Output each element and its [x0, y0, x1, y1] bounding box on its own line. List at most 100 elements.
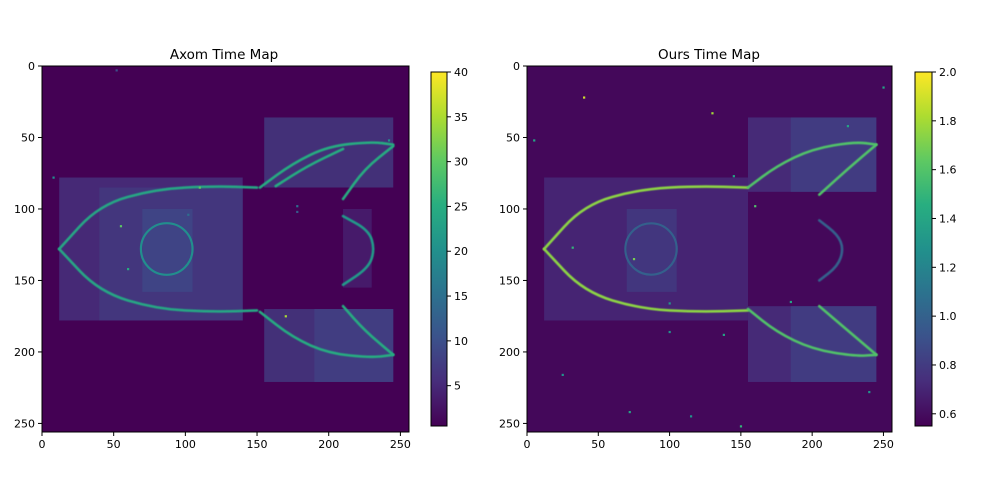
y-tick-label-4: 200 [14, 346, 35, 359]
heatmap-dot-7 [571, 246, 574, 249]
y-tick-label-4: 200 [499, 346, 520, 359]
heatmap-dot-3 [52, 176, 55, 179]
heatmap-dot-16 [846, 125, 850, 128]
x-tick-label-5: 250 [390, 438, 411, 451]
x-tick-label-2: 100 [659, 438, 680, 451]
heatmap-region-0 [264, 117, 394, 188]
heatmap-dot-8 [668, 330, 671, 334]
heatmap-dot-11 [628, 410, 631, 414]
heatmap-region-3 [142, 208, 193, 292]
heatmap-dot-2 [127, 268, 130, 271]
x-tick-label-0: 0 [524, 438, 531, 451]
colorbar-gradient [431, 72, 447, 426]
axom-axes: 0 50 100 150 200 250 0 50 100 150 200 250 [14, 60, 411, 451]
plot-frame [526, 65, 893, 433]
colorbar-tick-label-2: 1.0 [939, 310, 957, 323]
colorbar-tick-label-4: 25 [454, 200, 468, 213]
heatmap-curve-0 [542, 185, 750, 251]
x-tick-label-0: 0 [39, 438, 46, 451]
x-tick-label-3: 150 [730, 438, 751, 451]
colorbar-tick-label-4: 1.4 [939, 212, 957, 225]
heatmap-dot-6 [533, 139, 536, 142]
heatmap-dot-1 [119, 225, 123, 228]
heatmap-dot-9 [722, 333, 725, 336]
heatmap-dot-12 [689, 415, 693, 418]
heatmap-curve-5 [817, 304, 878, 357]
heatmap-curve-2 [258, 141, 395, 189]
x-tick-label-5: 250 [873, 438, 894, 451]
y-tick-label-5: 250 [499, 417, 520, 430]
heatmap-curve-1 [542, 247, 750, 313]
colorbar-tick-label-5: 1.6 [939, 164, 957, 177]
heatmap-dot-6 [187, 213, 190, 216]
heatmap-dot-17 [789, 300, 792, 304]
heatmap-dot-4 [284, 315, 287, 318]
heatmap-dot-13 [868, 390, 871, 394]
heatmap-dot-0 [115, 69, 118, 72]
heatmap-curve-6 [817, 219, 844, 282]
colorbar-tick-label-3: 1.2 [939, 261, 957, 274]
heatmap-dot-4 [882, 86, 885, 89]
heatmap-curve-4 [341, 144, 395, 201]
heatmap-curve-4 [746, 307, 878, 357]
heatmap-dot-14 [668, 302, 671, 305]
y-tick-label-5: 250 [14, 417, 35, 430]
plot-frame [41, 65, 410, 433]
ours-title: Ours Time Map [658, 47, 760, 63]
colorbar-tick-label-7: 2.0 [939, 66, 957, 79]
x-tick-label-4: 200 [318, 438, 339, 451]
ours-heatmap [527, 66, 892, 432]
colorbar-gradient [915, 72, 932, 426]
x-tick-label-3: 150 [247, 438, 268, 451]
y-tick-label-2: 100 [499, 203, 520, 216]
colorbar-tick-label-1: 10 [454, 335, 468, 348]
heatmap-curve-3 [817, 143, 878, 196]
heatmap-ring-0 [139, 222, 194, 276]
heatmap-dot-2 [732, 175, 735, 178]
y-tick-label-3: 150 [499, 274, 520, 287]
heatmap-dot-5 [632, 258, 636, 261]
heatmap-dot-3 [754, 205, 757, 208]
colorbar-tick-label-3: 20 [454, 245, 468, 258]
ours-colorbar: 0.6 0.8 1.0 1.2 1.4 1.6 1.8 2.0 [914, 66, 957, 427]
heatmap-region-3 [626, 208, 677, 292]
heatmap-dot-5 [296, 205, 299, 208]
x-tick-label-1: 50 [591, 438, 605, 451]
x-tick-label-1: 50 [107, 438, 121, 451]
colorbar-frame [914, 71, 933, 427]
axom-title: Axom Time Map [170, 47, 278, 63]
y-tick-label-1: 50 [21, 131, 35, 144]
heatmap-region-6 [314, 309, 394, 382]
heatmap-curve-3 [274, 147, 345, 188]
heatmap-curve-6 [341, 304, 395, 357]
heatmap-curve-1 [57, 247, 259, 313]
colorbar-tick-label-7: 40 [454, 66, 468, 79]
heatmap-curve-2 [746, 141, 878, 189]
y-tick-label-2: 100 [14, 203, 35, 216]
heatmap-curve-5 [258, 310, 395, 359]
heatmap-dot-0 [583, 96, 586, 99]
ours-panel: Ours Time Map 0 50 100 150 200 250 0 50 100 150 20… [499, 47, 957, 451]
axom-panel: Axom Time Map 0 50 100 150 200 250 0 50 100 150 20… [14, 47, 468, 451]
axom-colorbar: 5 10 15 20 25 30 35 40 [430, 66, 468, 427]
heatmap-dot-10 [561, 373, 564, 377]
colorbar-tick-label-5: 30 [454, 156, 468, 169]
y-tick-label-3: 150 [14, 274, 35, 287]
colorbar-frame [430, 71, 448, 427]
colorbar-tick-label-6: 35 [454, 111, 468, 124]
y-tick-label-0: 0 [28, 60, 35, 73]
heatmap-curve-0 [57, 185, 259, 251]
heatmap-dot-9 [296, 210, 299, 214]
heatmap-dot-8 [198, 186, 201, 189]
y-tick-label-1: 50 [506, 131, 520, 144]
x-tick-label-2: 100 [175, 438, 196, 451]
colorbar-tick-label-2: 15 [454, 290, 468, 303]
axom-heatmap [42, 66, 409, 432]
heatmap-curve-7 [341, 214, 375, 287]
colorbar-tick-label-1: 0.8 [939, 359, 957, 372]
colorbar-tick-label-0: 5 [454, 380, 461, 393]
ours-axes: 0 50 100 150 200 250 0 50 100 150 200 250 [499, 60, 894, 451]
heatmap-region-1 [790, 117, 877, 192]
colorbar-tick-label-6: 1.8 [939, 115, 957, 128]
